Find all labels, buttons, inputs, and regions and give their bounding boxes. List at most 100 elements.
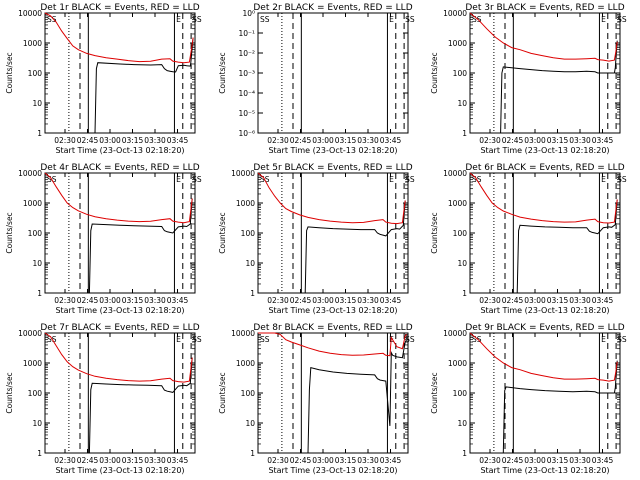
flag-label: E: [601, 15, 606, 24]
y-axis-label: Counts/sec: [218, 212, 227, 253]
y-tick-label: 1000: [448, 39, 467, 48]
x-tick-label: 03:15: [122, 136, 144, 145]
series-lld-line: [258, 332, 407, 357]
series-events-line: [500, 40, 618, 134]
chart-title: Det 4r BLACK = Events, RED = LLD: [40, 163, 199, 173]
plot-frame: [257, 332, 409, 454]
x-tick-label: 02:45: [290, 136, 312, 145]
x-tick-label: 03:15: [335, 456, 357, 465]
x-tick-label: 03:30: [144, 456, 166, 465]
chart-panel-8: Det 8r BLACK = Events, RED = LLD 1 10 100 10…: [218, 323, 415, 475]
y-tick-label: 1: [462, 129, 467, 138]
chart-title: Det 3r BLACK = Events, RED = LLD: [465, 3, 624, 13]
y-tick-label: 10⁻⁴: [238, 89, 255, 98]
x-tick-label: 03:00: [99, 296, 121, 305]
x-axis-label: Start Time (23-Oct-13 02:18:20): [55, 146, 184, 155]
flag-label: SS: [617, 175, 627, 184]
y-tick-label: 1000: [23, 199, 42, 208]
x-tick-label: 03:45: [592, 456, 614, 465]
series-lld-line: [44, 12, 194, 64]
chart-panel-4: Det 4r BLACK = Events, RED = LLD 1 10 100 10…: [5, 163, 202, 315]
x-tick-label: 03:00: [99, 136, 121, 145]
y-tick-label: 10: [245, 419, 255, 428]
y-tick-label: 10000: [18, 169, 42, 178]
x-tick-label: 02:30: [267, 136, 289, 145]
series-lld-line: [44, 332, 193, 383]
x-axis-label: Start Time (23-Oct-13 02:18:20): [480, 466, 609, 475]
series-events-line: [88, 357, 193, 454]
series-events-line: [88, 198, 193, 294]
x-tick-label: 03:45: [167, 296, 189, 305]
x-tick-label: 03:30: [357, 456, 379, 465]
plot-frame: [44, 332, 196, 454]
y-tick-label: 1000: [23, 39, 42, 48]
series-events-line: [502, 360, 618, 454]
y-tick-label: 10000: [231, 329, 255, 338]
x-tick-label: 03:00: [524, 456, 546, 465]
flag-label: E: [389, 175, 394, 184]
x-tick-label: 02:30: [54, 456, 76, 465]
series-lld-line: [469, 332, 618, 382]
x-tick-label: 03:00: [312, 296, 334, 305]
chart-panel-7: Det 7r BLACK = Events, RED = LLD 1 10 100 10…: [5, 323, 202, 475]
chart-panel-9: Det 9r BLACK = Events, RED = LLD 1 10 100 10…: [430, 323, 627, 475]
x-tick-label: 02:30: [54, 136, 76, 145]
flag-label: SS: [405, 175, 415, 184]
y-tick-label: 10: [457, 259, 467, 268]
y-tick-label: 10000: [18, 329, 42, 338]
y-tick-label: 100: [241, 389, 256, 398]
x-tick-label: 03:00: [312, 136, 334, 145]
y-axis-label: Counts/sec: [430, 372, 439, 413]
y-tick-label: 10000: [443, 169, 467, 178]
series-events-line: [516, 199, 618, 294]
flag-label: SS: [617, 15, 627, 24]
x-tick-label: 02:45: [290, 296, 312, 305]
y-tick-label: 1: [462, 289, 467, 298]
chart-panel-6: Det 6r BLACK = Events, RED = LLD 1 10 100 10…: [430, 163, 627, 315]
chart-panel-3: Det 3r BLACK = Events, RED = LLD 1 10 100 10…: [430, 3, 627, 155]
y-tick-label: 10: [32, 259, 42, 268]
y-tick-label: 100: [241, 229, 256, 238]
flag-label: SS: [472, 335, 482, 344]
x-tick-label: 03:00: [99, 456, 121, 465]
x-tick-label: 03:30: [357, 296, 379, 305]
chart-panel-2: Det 2r BLACK = Events, RED = LLD 10⁻⁶ 10⁻⁵…: [218, 3, 415, 155]
y-axis-label: Counts/sec: [430, 52, 439, 93]
x-tick-label: 03:30: [569, 296, 591, 305]
x-tick-label: 03:30: [569, 456, 591, 465]
series-lld-line: [44, 172, 193, 224]
x-tick-label: 02:30: [479, 136, 501, 145]
flag-label: E: [176, 335, 181, 344]
y-tick-label: 1: [37, 289, 42, 298]
y-tick-label: 1000: [448, 359, 467, 368]
y-tick-label: 10: [32, 419, 42, 428]
x-axis-label: Start Time (23-Oct-13 02:18:20): [268, 466, 397, 475]
x-tick-label: 02:45: [77, 136, 99, 145]
y-tick-label: 1000: [236, 199, 255, 208]
y-tick-label: 1000: [23, 359, 42, 368]
y-axis-label: Counts/sec: [218, 372, 227, 413]
y-axis-label: Counts/sec: [5, 52, 14, 93]
y-tick-label: 1000: [448, 199, 467, 208]
x-tick-label: 03:15: [335, 296, 357, 305]
flag-label: SS: [260, 15, 270, 24]
chart-title: Det 6r BLACK = Events, RED = LLD: [465, 163, 624, 173]
series-events-line: [94, 37, 194, 134]
y-tick-label: 10: [457, 99, 467, 108]
x-tick-label: 03:30: [357, 136, 379, 145]
x-tick-label: 02:30: [54, 296, 76, 305]
y-tick-label: 10000: [443, 9, 467, 18]
x-tick-label: 02:45: [502, 456, 524, 465]
x-tick-label: 02:45: [502, 296, 524, 305]
x-tick-label: 03:45: [167, 456, 189, 465]
x-axis-label: Start Time (23-Oct-13 02:18:20): [55, 306, 184, 315]
y-tick-label: 10⁻¹: [238, 29, 255, 38]
y-tick-label: 1: [462, 449, 467, 458]
x-tick-label: 02:30: [267, 296, 289, 305]
flag-label: E: [601, 175, 606, 184]
y-tick-label: 10⁻³: [238, 69, 255, 78]
y-axis-label: Counts/sec: [430, 212, 439, 253]
chart-title: Det 1r BLACK = Events, RED = LLD: [40, 3, 199, 13]
y-tick-label: 10: [32, 99, 42, 108]
